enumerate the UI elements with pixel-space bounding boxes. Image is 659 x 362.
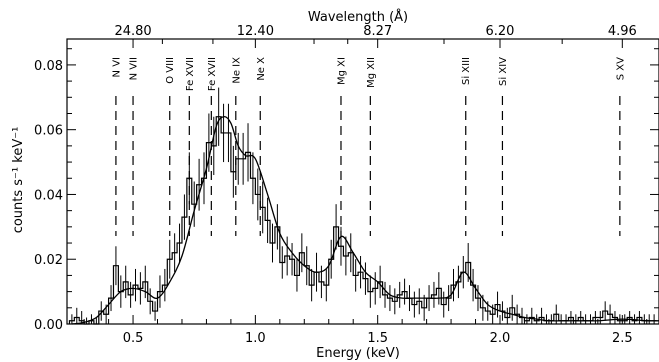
data-histogram xyxy=(68,116,657,325)
emission-line-label: N VII xyxy=(129,57,140,80)
ticks xyxy=(67,39,659,325)
plot-frame xyxy=(66,38,659,325)
x-tick-label: 1.5 xyxy=(367,331,388,346)
top-axis-title: Wavelength (Å) xyxy=(308,9,408,25)
y-tick-label: 0.06 xyxy=(34,124,63,139)
error-bars xyxy=(71,87,655,324)
top-tick-label: 12.40 xyxy=(237,24,274,39)
emission-line-label: Si XIV xyxy=(498,57,509,86)
emission-line-label: Mg XI xyxy=(336,57,347,85)
top-tick-label: 4.96 xyxy=(608,24,637,39)
emission-line-label: O VIII xyxy=(165,57,176,84)
y-axis-title: counts s⁻¹ keV⁻¹ xyxy=(11,127,26,234)
x-tick-label: 1.0 xyxy=(245,331,266,346)
emission-line-label: Fe XVII xyxy=(207,57,218,91)
top-tick-label: 24.80 xyxy=(114,24,151,39)
emission-line-label: Ne IX xyxy=(231,57,242,84)
model-curve xyxy=(71,116,659,325)
y-tick-label: 0.00 xyxy=(34,318,63,333)
emission-lines: N VI N VII O VIII Fe XVII Fe XVII Ne IX Ne X Mg… xyxy=(111,57,626,236)
top-tick-label: 8.27 xyxy=(363,24,392,39)
emission-line-label: Ne X xyxy=(256,57,267,81)
x-tick-label: 2.0 xyxy=(490,331,511,346)
emission-line-label: Mg XII xyxy=(366,57,377,88)
top-tick-label: 6.20 xyxy=(486,24,515,39)
y-tick-label: 0.02 xyxy=(34,253,63,268)
tick-labels: 0.5 1.0 1.5 2.0 2.5 0.00 0.02 0.04 0.06 0.08 24.80… xyxy=(34,24,637,346)
x-tick-label: 2.5 xyxy=(612,331,633,346)
y-tick-label: 0.04 xyxy=(34,188,63,203)
emission-line-label: Fe XVII xyxy=(185,57,196,91)
x-axis-title: Energy (keV) xyxy=(316,346,400,361)
emission-line-label: N VI xyxy=(111,57,122,77)
emission-line-label: S XV xyxy=(615,57,626,80)
y-tick-label: 0.08 xyxy=(34,59,63,74)
emission-line-label: Si XIII xyxy=(461,57,472,85)
x-tick-label: 0.5 xyxy=(123,331,144,346)
